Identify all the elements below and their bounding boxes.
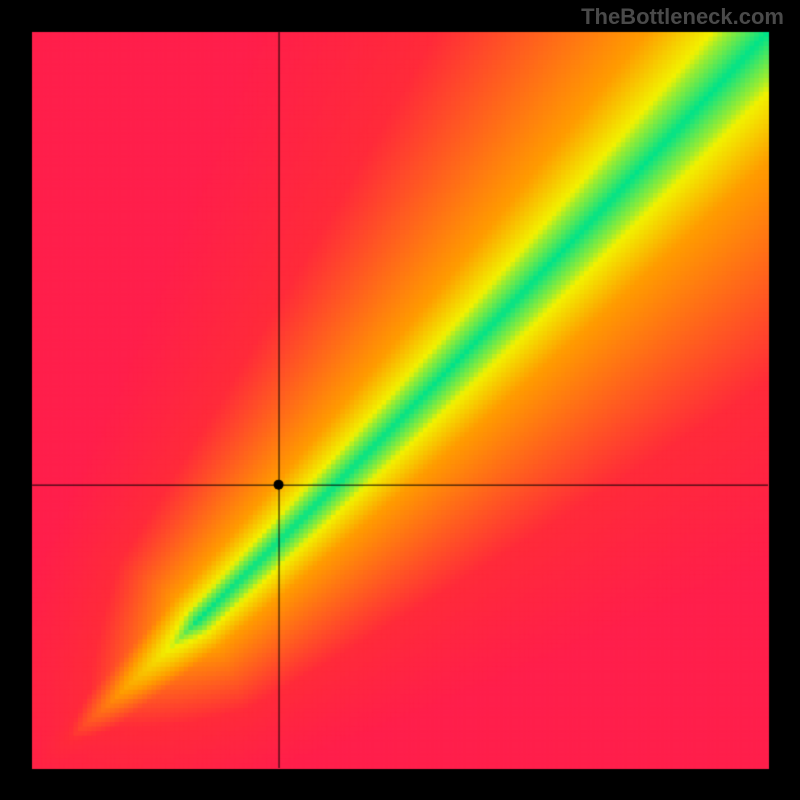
crosshair-overlay bbox=[0, 0, 800, 800]
watermark-text: TheBottleneck.com bbox=[581, 4, 784, 30]
chart-container: TheBottleneck.com bbox=[0, 0, 800, 800]
